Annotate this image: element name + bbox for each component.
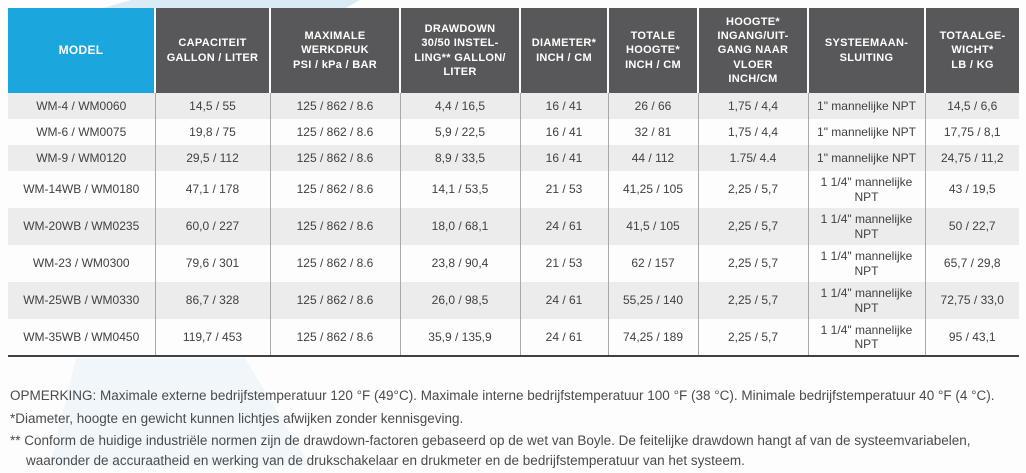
table-cell: 1" mannelijke NPT [807,119,925,145]
table-row: WM-6 / WM0075 19,8 / 75 125 / 862 / 8.6 5,9… [8,119,1019,145]
table-cell: 26,0 / 98,5 [399,282,520,319]
footnotes: OPMERKING: Maximale externe bedrijfstemp… [10,386,1024,473]
table-cell: 24 / 61 [519,208,608,245]
table-cell: 125 / 862 / 8.6 [269,171,400,208]
table-cell: 1" mannelijke NPT [807,93,925,119]
table-cell: 29,5 / 112 [154,145,270,171]
table-cell: 16 / 41 [519,93,608,119]
table-cell: 1 1/4" mannelijke NPT [807,319,925,356]
table-cell: 60,0 / 227 [154,208,270,245]
model-cell: WM-25WB / WM0330 [23,293,140,308]
table-cell: 62 / 157 [607,245,698,282]
table-cell: 1,75 / 4,4 [697,93,808,119]
table-cell: 14,5 / 55 [154,93,270,119]
table-cell: 119,7 / 453 [154,319,270,356]
col-header-werkdruk: MAXIMALE WERKDRUK PSI / kPa / BAR [269,8,400,93]
table-cell: 17,75 / 8,1 [924,119,1019,145]
table-cell: 125 / 862 / 8.6 [269,145,400,171]
table-cell: 35,9 / 135,9 [399,319,520,356]
table-cell: 14,5 / 6,6 [924,93,1019,119]
table-cell: 125 / 862 / 8.6 [269,93,400,119]
table-cell: 86,7 / 328 [154,282,270,319]
table-cell: 125 / 862 / 8.6 [269,208,400,245]
table-header: MODEL CAPACITEIT GALLON / LITER MAXIMALE… [8,8,1019,93]
table-cell: 125 / 862 / 8.6 [269,119,400,145]
table-row: WM-14WB / WM0180 47,1 / 178 125 / 862 / 8.… [8,171,1019,208]
table-cell: 55,25 / 140 [607,282,698,319]
model-cell: WM-4 / WM0060 [36,98,127,113]
table-cell: 16 / 41 [519,119,608,145]
table-cell: 21 / 53 [519,245,608,282]
table-row: WM-20WB / WM0235 60,0 / 227 125 / 862 / 8.… [8,208,1019,245]
table-row: WM-4 / WM0060 14,5 / 55 125 / 862 / 8.6 4,4… [8,93,1019,119]
col-header-hoogte-ingang: HOOGTE* INGANG/UIT- GANG NAAR VLOER INCH… [697,8,808,93]
table-cell: 41,5 / 105 [607,208,698,245]
spec-table: MODEL CAPACITEIT GALLON / LITER MAXIMALE… [8,8,1019,357]
col-header-diameter: DIAMETER* INCH / CM [519,8,608,93]
table-cell: 1 1/4" mannelijke NPT [807,171,925,208]
col-header-capaciteit: CAPACITEIT GALLON / LITER [154,8,270,93]
col-header-totaalgewicht: TOTAALGE- WICHT* LB / KG [924,8,1019,93]
model-cell: WM-35WB / WM0450 [23,329,140,344]
table-cell: 24 / 61 [519,319,608,356]
table-row: WM-25WB / WM0330 86,7 / 328 125 / 862 / 8.… [8,282,1019,319]
model-cell: WM-14WB / WM0180 [23,182,140,197]
table-cell: 41,25 / 105 [607,171,698,208]
table-row: WM-35WB / WM0450 119,7 / 453 125 / 862 / 8… [8,319,1019,356]
table-cell: 32 / 81 [607,119,698,145]
model-cell: WM-6 / WM0075 [36,124,127,139]
table-cell: 19,8 / 75 [154,119,270,145]
table-cell: 21 / 53 [519,171,608,208]
table-cell: 125 / 862 / 8.6 [269,319,400,356]
table-cell: 1.75/ 4.4 [697,145,808,171]
table-cell: 47,1 / 178 [154,171,270,208]
table-cell: 1 1/4" mannelijke NPT [807,208,925,245]
table-row: WM-23 / WM0300 79,6 / 301 125 / 862 / 8.6 2… [8,245,1019,282]
col-header-totale-hoogte: TOTALE HOOGTE* INCH / CM [607,8,698,93]
footnote-diameter: *Diameter, hoogte en gewicht kunnen lich… [10,410,464,426]
table-cell: 2,25 / 5,7 [697,319,808,356]
table-cell: 43 / 19,5 [924,171,1019,208]
table-cell: 125 / 862 / 8.6 [269,282,400,319]
table-cell: 2,25 / 5,7 [697,208,808,245]
table-cell: 23,8 / 90,4 [399,245,520,282]
table-cell: 65,7 / 29,8 [924,245,1019,282]
table-cell: 24,75 / 11,2 [924,145,1019,171]
table-cell: 74,25 / 189 [607,319,698,356]
table-row: WM-9 / WM0120 29,5 / 112 125 / 862 / 8.6 8,… [8,145,1019,171]
table-cell: 44 / 112 [607,145,698,171]
col-header-drawdown: DRAWDOWN 30/50 INSTEL- LING** GALLON/ LI… [399,8,520,93]
table-cell: 2,25 / 5,7 [697,282,808,319]
table-cell: 1 1/4" mannelijke NPT [807,245,925,282]
table-cell: 50 / 22,7 [924,208,1019,245]
table-cell: 125 / 862 / 8.6 [269,245,400,282]
table-cell: 16 / 41 [519,145,608,171]
table-body: WM-4 / WM0060 14,5 / 55 125 / 862 / 8.6 4,4… [8,93,1019,356]
table-cell: 2,25 / 5,7 [697,171,808,208]
table-cell: 24 / 61 [519,282,608,319]
table-cell: 4,4 / 16,5 [399,93,520,119]
model-cell: WM-23 / WM0300 [32,256,130,271]
model-cell: WM-20WB / WM0235 [23,219,140,234]
table-cell: 18,0 / 68,1 [399,208,520,245]
table-cell: 1" mannelijke NPT [807,145,925,171]
footnote-opmerking: OPMERKING: Maximale externe bedrijfstemp… [10,388,995,403]
table-cell: 79,6 / 301 [154,245,270,282]
table-cell: 95 / 43,1 [924,319,1019,356]
table-cell: 2,25 / 5,7 [697,245,808,282]
table-cell: 5,9 / 22,5 [399,119,520,145]
table-cell: 26 / 66 [607,93,698,119]
col-header-model: MODEL [8,8,155,93]
table-cell: 14,1 / 53,5 [399,171,520,208]
table-cell: 1,75 / 4,4 [697,119,808,145]
table-cell: 72,75 / 33,0 [924,282,1019,319]
model-cell: WM-9 / WM0120 [36,150,127,165]
footnote-drawdown: ** Conform de huidige industriële normen… [10,433,971,468]
table-cell: 1 1/4" mannelijke NPT [807,282,925,319]
table-cell: 8,9 / 33,5 [399,145,520,171]
col-header-systeemaansluiting: SYSTEEMAAN- SLUITING [807,8,925,93]
